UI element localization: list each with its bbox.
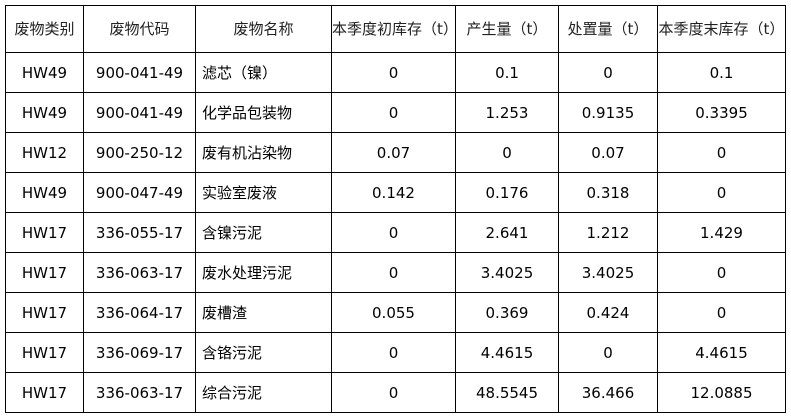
disposed-cell: 0	[558, 52, 658, 93]
table-row: HW12 900-250-12 废有机沾染物 0.07 0 0.07 0	[5, 132, 786, 173]
closing-stock-cell: 0.3395	[657, 92, 786, 133]
disposed-cell: 0.318	[558, 172, 658, 213]
disposed-cell: 0.424	[558, 292, 658, 333]
generated-cell: 1.253	[455, 92, 559, 133]
table-row: HW17 336-063-17 综合污泥 0 48.5545 36.466 12.0885	[5, 372, 786, 413]
category-cell: HW49	[5, 92, 84, 133]
generated-cell: 2.641	[455, 212, 559, 253]
header-row: 废物类别 废物代码 废物名称 本季度初库存（t） 产生量（t） 处置量（t） 本季度末库存（…	[5, 5, 786, 53]
header-opening-stock: 本季度初库存（t）	[331, 5, 458, 53]
disposed-cell: 0.07	[558, 132, 658, 173]
closing-stock-cell: 0	[657, 252, 786, 293]
closing-stock-cell: 0	[657, 292, 786, 333]
closing-stock-cell: 0	[657, 172, 786, 213]
disposed-cell: 36.466	[558, 372, 658, 413]
closing-stock-cell: 1.429	[657, 212, 786, 253]
closing-stock-cell: 12.0885	[657, 372, 786, 413]
opening-stock-cell: 0	[331, 332, 456, 373]
code-cell: 900-047-49	[83, 172, 196, 213]
category-cell: HW49	[5, 52, 84, 93]
table-row: HW49 900-041-49 滤芯（镍） 0 0.1 0 0.1	[5, 52, 786, 93]
code-cell: 900-041-49	[83, 92, 196, 133]
code-cell: 336-064-17	[83, 292, 196, 333]
opening-stock-cell: 0.07	[331, 132, 456, 173]
opening-stock-cell: 0	[331, 252, 456, 293]
table-row: HW17 336-063-17 废水处理污泥 0 3.4025 3.4025 0	[5, 252, 786, 293]
table-row: HW49 900-047-49 实验室废液 0.142 0.176 0.318 0	[5, 172, 786, 213]
disposed-cell: 0.9135	[558, 92, 658, 133]
name-cell: 废有机沾染物	[195, 132, 332, 173]
header-code: 废物代码	[83, 5, 196, 53]
code-cell: 336-069-17	[83, 332, 196, 373]
closing-stock-cell: 0	[657, 132, 786, 173]
generated-cell: 4.4615	[455, 332, 559, 373]
code-cell: 336-063-17	[83, 252, 196, 293]
code-cell: 336-063-17	[83, 372, 196, 413]
generated-cell: 0.1	[455, 52, 559, 93]
closing-stock-cell: 4.4615	[657, 332, 786, 373]
disposed-cell: 0	[558, 332, 658, 373]
opening-stock-cell: 0	[331, 212, 456, 253]
table-row: HW17 336-055-17 含镍污泥 0 2.641 1.212 1.429	[5, 212, 786, 253]
disposed-cell: 3.4025	[558, 252, 658, 293]
generated-cell: 3.4025	[455, 252, 559, 293]
category-cell: HW17	[5, 332, 84, 373]
category-cell: HW12	[5, 132, 84, 173]
category-cell: HW17	[5, 212, 84, 253]
opening-stock-cell: 0	[331, 52, 456, 93]
category-cell: HW17	[5, 372, 84, 413]
code-cell: 900-041-49	[83, 52, 196, 93]
code-cell: 900-250-12	[83, 132, 196, 173]
waste-table: 废物类别 废物代码 废物名称 本季度初库存（t） 产生量（t） 处置量（t） 本季度末库存（…	[5, 5, 786, 413]
table-row: HW17 336-069-17 含铬污泥 0 4.4615 0 4.4615	[5, 332, 786, 373]
name-cell: 综合污泥	[195, 372, 332, 413]
header-closing-stock: 本季度末库存（t）	[657, 5, 786, 53]
category-cell: HW17	[5, 252, 84, 293]
closing-stock-cell: 0.1	[657, 52, 786, 93]
name-cell: 滤芯（镍）	[195, 52, 332, 93]
table-body: HW49 900-041-49 滤芯（镍） 0 0.1 0 0.1 HW49 900-041-4…	[5, 52, 786, 413]
category-cell: HW49	[5, 172, 84, 213]
header-generated: 产生量（t）	[455, 5, 559, 53]
name-cell: 废水处理污泥	[195, 252, 332, 293]
name-cell: 含镍污泥	[195, 212, 332, 253]
generated-cell: 0	[455, 132, 559, 173]
opening-stock-cell: 0.055	[331, 292, 456, 333]
opening-stock-cell: 0	[331, 372, 456, 413]
header-name: 废物名称	[195, 5, 332, 53]
generated-cell: 0.176	[455, 172, 559, 213]
table-row: HW17 336-064-17 废槽渣 0.055 0.369 0.424 0	[5, 292, 786, 333]
name-cell: 废槽渣	[195, 292, 332, 333]
opening-stock-cell: 0	[331, 92, 456, 133]
table-row: HW49 900-041-49 化学品包装物 0 1.253 0.9135 0.3395	[5, 92, 786, 133]
opening-stock-cell: 0.142	[331, 172, 456, 213]
header-category: 废物类别	[5, 5, 84, 53]
name-cell: 实验室废液	[195, 172, 332, 213]
generated-cell: 48.5545	[455, 372, 559, 413]
code-cell: 336-055-17	[83, 212, 196, 253]
generated-cell: 0.369	[455, 292, 559, 333]
header-disposed: 处置量（t）	[558, 5, 658, 53]
name-cell: 含铬污泥	[195, 332, 332, 373]
name-cell: 化学品包装物	[195, 92, 332, 133]
disposed-cell: 1.212	[558, 212, 658, 253]
category-cell: HW17	[5, 292, 84, 333]
